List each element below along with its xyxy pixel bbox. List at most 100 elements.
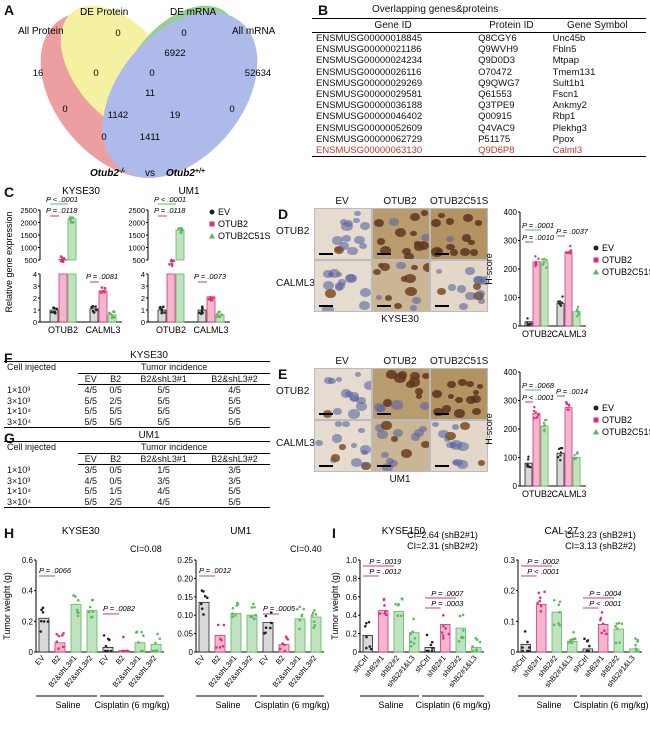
data-point bbox=[61, 645, 65, 649]
data-point bbox=[394, 602, 397, 606]
data-point bbox=[570, 641, 574, 644]
group-label: Cisplatin (6 mg/kg) bbox=[94, 700, 169, 710]
data-point bbox=[569, 249, 573, 252]
data-point bbox=[587, 649, 590, 653]
table-row: 3×10³ 4/5 0/5 3/5 3/5 bbox=[4, 476, 270, 487]
data-point bbox=[614, 641, 618, 645]
table-cell: 5/5 bbox=[228, 406, 241, 416]
tick-label: 1500 bbox=[128, 231, 145, 240]
venn-num: 0 bbox=[149, 68, 154, 79]
legend-label: EV bbox=[218, 207, 230, 217]
venn-num: 0 bbox=[181, 28, 186, 39]
data-point bbox=[557, 603, 561, 607]
legend-marker bbox=[593, 417, 599, 423]
table-cell: Q4VAC9 bbox=[478, 122, 515, 134]
chart-c-0: KYSE30 2500 2000 1500 1000 500 4 3 2 1 0 OTUB2 CALML… bbox=[20, 186, 122, 335]
table-cell: 4/5 bbox=[157, 486, 170, 496]
data-point bbox=[89, 616, 93, 619]
tick-label: 0 bbox=[141, 318, 145, 327]
tick-label: 0.20 bbox=[177, 574, 193, 583]
legend-label: EV bbox=[602, 243, 614, 253]
p-value: P = .0118 bbox=[154, 206, 186, 215]
tick-label: 0 bbox=[189, 648, 194, 657]
table-header: B2&shL3#1 bbox=[128, 453, 200, 465]
y-axis-label: H-score bbox=[484, 253, 494, 285]
table-cell: 5/5 bbox=[109, 416, 122, 427]
data-point bbox=[560, 301, 564, 304]
data-point bbox=[91, 610, 95, 614]
data-point bbox=[91, 305, 95, 308]
ihc-row-label: OTUB2 bbox=[276, 386, 310, 397]
data-point bbox=[528, 323, 531, 326]
table-header: EV bbox=[78, 453, 104, 465]
table-row: ENSMUSG00000046402 Q00915 Rbp1 bbox=[312, 111, 646, 122]
panel-e-ihc: EV OTUB2 OTUB2C51S OTUB2 CALML3 UM1 bbox=[276, 356, 488, 506]
data-point bbox=[312, 620, 316, 623]
data-point bbox=[158, 637, 162, 641]
tick-label: 0.3 bbox=[504, 556, 516, 565]
table-cell: 1×10⁴ bbox=[7, 486, 32, 496]
tick-label: 2 bbox=[141, 294, 145, 303]
ihc-condition-label: EV bbox=[335, 356, 349, 367]
data-point bbox=[106, 637, 110, 641]
y-axis-label: Tumor weight (g) bbox=[330, 572, 340, 640]
table-row: ENSMUSG00000029269 Q9QWG7 Sult1b1 bbox=[312, 78, 646, 89]
data-point bbox=[539, 610, 543, 613]
data-point bbox=[278, 647, 282, 651]
tick-label: 0 bbox=[511, 648, 516, 657]
category-label: EV bbox=[33, 654, 46, 667]
y-axis-label: Tumor weight (g) bbox=[2, 572, 12, 640]
ci-label: CI=2.31 (shB2#2) bbox=[407, 541, 478, 551]
bar bbox=[629, 648, 640, 653]
table-row: 3×10⁴ 5/5 2/5 4/5 5/5 bbox=[4, 497, 270, 508]
data-point bbox=[378, 612, 382, 615]
venn-num: 1411 bbox=[140, 132, 160, 143]
tick-label: 1000 bbox=[20, 244, 37, 253]
data-point bbox=[102, 289, 106, 293]
data-point bbox=[94, 308, 98, 312]
table-cell: ENSMUSG00000052609 bbox=[316, 122, 423, 134]
data-point bbox=[566, 251, 569, 255]
data-point bbox=[412, 617, 415, 621]
venn-num: 0 bbox=[115, 28, 120, 39]
table-header: Protein ID bbox=[474, 18, 549, 33]
data-point bbox=[577, 313, 580, 316]
data-point bbox=[442, 613, 445, 617]
data-point bbox=[218, 310, 221, 314]
data-point bbox=[536, 601, 539, 605]
data-point bbox=[156, 632, 159, 636]
data-point bbox=[69, 218, 72, 222]
data-point bbox=[585, 639, 589, 643]
data-point bbox=[533, 417, 536, 420]
data-point bbox=[475, 649, 479, 653]
bar bbox=[564, 407, 573, 487]
data-point bbox=[311, 611, 315, 615]
data-point bbox=[527, 455, 530, 458]
bar bbox=[393, 611, 404, 653]
data-point bbox=[425, 633, 429, 637]
tick-label: 3 bbox=[33, 282, 37, 291]
data-point bbox=[170, 264, 174, 267]
data-point bbox=[57, 647, 60, 650]
chart-title: KYSE30 bbox=[62, 526, 100, 537]
data-point bbox=[429, 643, 433, 647]
data-point bbox=[568, 641, 571, 644]
data-point bbox=[137, 641, 140, 644]
data-point bbox=[252, 602, 255, 606]
data-point bbox=[39, 619, 43, 623]
data-point bbox=[399, 614, 403, 618]
ihc-micrograph bbox=[372, 208, 430, 260]
tick-label: 0 bbox=[513, 482, 518, 491]
p-value: P = .0037 bbox=[556, 227, 589, 236]
data-point bbox=[552, 623, 556, 627]
chart-c-1: UM1 2500 2000 1500 1000 500 4 3 2 1 0 OTUB2 CALML3 P … bbox=[128, 186, 230, 335]
tick-label: 1 bbox=[141, 306, 145, 315]
data-point bbox=[298, 618, 302, 622]
tick-label: 2500 bbox=[128, 206, 145, 215]
data-point bbox=[314, 613, 318, 616]
ihc-condition-label: OTUB2 bbox=[383, 356, 417, 367]
legend-label: OTUB2 bbox=[602, 255, 632, 265]
data-point bbox=[88, 605, 92, 609]
data-point bbox=[601, 622, 605, 626]
